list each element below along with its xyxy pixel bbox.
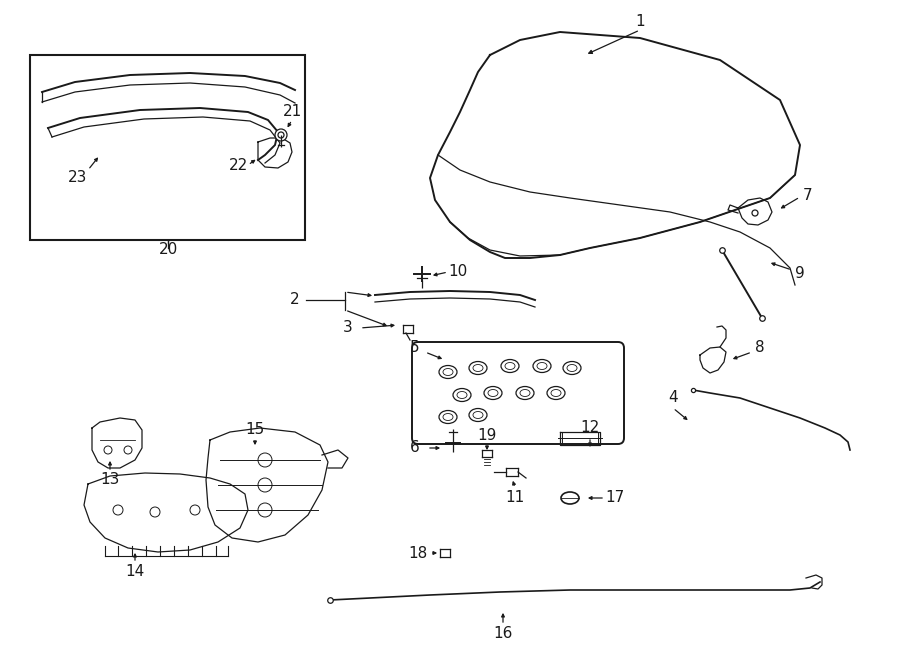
Text: 21: 21 xyxy=(283,104,302,120)
Text: 14: 14 xyxy=(125,564,145,580)
Circle shape xyxy=(190,505,200,515)
Circle shape xyxy=(150,507,160,517)
Text: 7: 7 xyxy=(803,188,813,202)
Text: 11: 11 xyxy=(506,490,525,504)
Text: 6: 6 xyxy=(410,440,420,455)
Ellipse shape xyxy=(469,408,487,422)
Ellipse shape xyxy=(533,360,551,373)
Text: 15: 15 xyxy=(246,422,265,438)
Ellipse shape xyxy=(516,387,534,399)
Ellipse shape xyxy=(473,364,483,371)
Text: 4: 4 xyxy=(668,391,678,405)
Ellipse shape xyxy=(537,362,547,369)
Circle shape xyxy=(258,503,272,517)
Text: 16: 16 xyxy=(493,625,513,641)
Ellipse shape xyxy=(453,389,471,401)
Text: 8: 8 xyxy=(755,340,765,356)
Circle shape xyxy=(278,132,284,138)
Ellipse shape xyxy=(473,412,483,418)
Text: 10: 10 xyxy=(448,264,468,280)
Text: 5: 5 xyxy=(410,340,419,356)
Ellipse shape xyxy=(443,368,453,375)
Text: 12: 12 xyxy=(580,420,599,436)
Ellipse shape xyxy=(457,391,467,399)
Ellipse shape xyxy=(551,389,561,397)
Ellipse shape xyxy=(501,360,519,373)
Ellipse shape xyxy=(439,366,457,379)
Ellipse shape xyxy=(567,364,577,371)
Text: 13: 13 xyxy=(100,473,120,488)
Ellipse shape xyxy=(547,387,565,399)
Ellipse shape xyxy=(561,492,579,504)
Ellipse shape xyxy=(439,410,457,424)
Text: 9: 9 xyxy=(795,266,805,280)
Text: 2: 2 xyxy=(290,293,300,307)
Circle shape xyxy=(113,505,123,515)
Ellipse shape xyxy=(443,414,453,420)
Text: 18: 18 xyxy=(409,545,428,561)
FancyBboxPatch shape xyxy=(412,342,624,444)
Ellipse shape xyxy=(488,389,498,397)
Text: 17: 17 xyxy=(606,490,625,506)
Circle shape xyxy=(275,129,287,141)
Circle shape xyxy=(258,478,272,492)
Ellipse shape xyxy=(484,387,502,399)
Circle shape xyxy=(124,446,132,454)
Ellipse shape xyxy=(520,389,530,397)
Text: 20: 20 xyxy=(158,243,177,258)
Bar xyxy=(30,55,305,240)
Circle shape xyxy=(258,453,272,467)
Ellipse shape xyxy=(469,362,487,375)
Text: 1: 1 xyxy=(635,15,644,30)
Text: 23: 23 xyxy=(68,171,87,186)
Text: 19: 19 xyxy=(477,428,497,442)
Ellipse shape xyxy=(563,362,581,375)
Text: 22: 22 xyxy=(229,157,248,173)
Text: 3: 3 xyxy=(343,321,353,336)
Ellipse shape xyxy=(505,362,515,369)
Circle shape xyxy=(104,446,112,454)
Circle shape xyxy=(752,210,758,216)
